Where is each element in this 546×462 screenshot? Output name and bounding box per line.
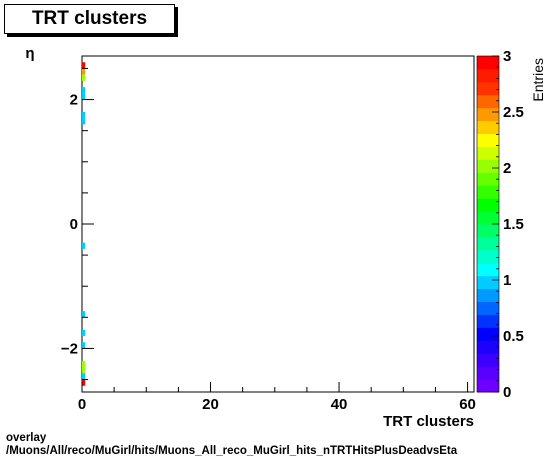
y-tick-label: 0 [70,216,78,233]
heatmap-cell [82,62,86,69]
heatmap-cell [82,342,86,349]
heatmap-cell [82,379,86,386]
heatmap-cell [82,74,86,81]
colorbar-segment [477,340,499,354]
colorbar-segment [477,275,499,290]
heatmap-cell [82,367,86,374]
colorbar-segment [477,146,499,160]
heatmap-cell [82,93,86,100]
y-axis-title: η [25,45,34,62]
chart-title-box: TRT clusters [4,4,175,34]
colorbar-title: Entries [530,58,546,102]
colorbar-segment [477,56,499,70]
colorbar-segment [477,353,499,367]
colorbar-segment [477,249,499,264]
colorbar-segment [477,159,499,173]
colorbar-segment [477,301,499,315]
heatmap-cell [82,360,86,368]
colorbar-segment [477,379,499,393]
colorbar-segment [477,68,499,83]
colorbar-segment [477,81,499,96]
chart-title: TRT clusters [31,8,148,29]
colorbar-segment [477,185,499,199]
heatmap-cell [82,373,86,380]
colorbar-segment [477,94,499,109]
x-axis-title: TRT clusters [383,413,474,430]
heatmap-cell [82,118,86,125]
heatmap-cell [82,112,86,119]
colorbar-segment [477,236,499,251]
colorbar-segment [477,133,499,147]
colorbar-segment [477,120,499,135]
colorbar-segment [477,224,499,238]
colorbar-tick-label: 1 [503,272,511,289]
x-tick-label: 20 [202,396,219,413]
y-tick-label: −2 [61,340,78,357]
heatmap-cell [82,87,86,94]
caption: overlay /Muons/All/reco/MuGirl/hits/Muon… [6,432,457,458]
colorbar-segment [477,366,499,380]
colorbar-segment [477,288,499,303]
colorbar-segment [477,211,499,225]
colorbar-tick-label: 3 [503,48,511,65]
colorbar-segment [477,327,499,341]
colorbar-tick-label: 1.5 [503,216,524,233]
heatmap-cell [82,242,86,249]
colorbar-segment [477,172,499,186]
x-tick-label: 40 [331,396,348,413]
heatmap-cell [82,329,86,336]
x-tick-label: 0 [78,396,86,413]
colorbar-segment [477,107,499,122]
colorbar-segment [477,314,499,328]
heatmap-cell [82,68,86,75]
caption-line-2: /Muons/All/reco/MuGirl/hits/Muons_All_re… [6,445,458,457]
colorbar-segment [477,198,499,212]
colorbar-tick-label: 0.5 [503,328,524,345]
colorbar-tick-label: 2.5 [503,104,524,121]
colorbar-tick-label: 0 [503,384,511,401]
x-tick-label: 60 [459,396,476,413]
heatmap-cell [82,311,86,318]
caption-line-1: overlay [6,432,47,444]
colorbar-segment [477,262,499,277]
y-tick-label: 2 [70,92,78,109]
colorbar-tick-label: 2 [503,160,511,177]
plot-frame [81,55,475,393]
